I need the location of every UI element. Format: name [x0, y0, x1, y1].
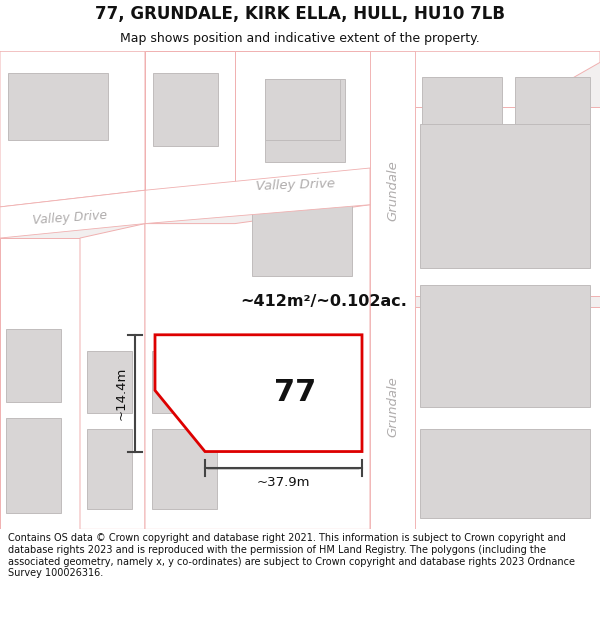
- Bar: [255, 368, 335, 441]
- Polygon shape: [415, 51, 600, 168]
- Polygon shape: [145, 51, 235, 190]
- Text: ~14.4m: ~14.4m: [115, 366, 128, 420]
- Bar: [152, 429, 217, 509]
- Polygon shape: [145, 205, 370, 529]
- Polygon shape: [0, 51, 145, 207]
- Bar: [6, 418, 61, 512]
- Bar: [87, 351, 132, 413]
- Text: Valley Drive: Valley Drive: [32, 209, 108, 227]
- Text: 77: 77: [274, 378, 316, 407]
- Bar: [8, 74, 108, 140]
- Bar: [420, 124, 590, 268]
- Text: Contains OS data © Crown copyright and database right 2021. This information is : Contains OS data © Crown copyright and d…: [8, 533, 575, 578]
- Polygon shape: [415, 107, 600, 296]
- Bar: [87, 429, 132, 509]
- Text: ~37.9m: ~37.9m: [257, 476, 310, 489]
- Bar: [6, 329, 61, 401]
- Polygon shape: [235, 51, 370, 190]
- Bar: [515, 77, 590, 138]
- Bar: [252, 187, 352, 276]
- Text: Map shows position and indicative extent of the property.: Map shows position and indicative extent…: [120, 32, 480, 45]
- Text: Grundale: Grundale: [386, 160, 400, 221]
- Polygon shape: [370, 51, 415, 529]
- Bar: [420, 429, 590, 518]
- Polygon shape: [415, 51, 600, 168]
- Text: Grundale: Grundale: [386, 377, 400, 438]
- Bar: [152, 351, 217, 413]
- Polygon shape: [0, 190, 145, 238]
- Text: Valley Drive: Valley Drive: [255, 177, 335, 192]
- Polygon shape: [415, 307, 600, 529]
- Polygon shape: [80, 224, 145, 529]
- Text: ~412m²/~0.102ac.: ~412m²/~0.102ac.: [240, 294, 407, 309]
- Bar: [265, 79, 340, 140]
- Polygon shape: [0, 238, 80, 529]
- Text: 77, GRUNDALE, KIRK ELLA, HULL, HU10 7LB: 77, GRUNDALE, KIRK ELLA, HULL, HU10 7LB: [95, 6, 505, 23]
- Polygon shape: [155, 335, 362, 451]
- Bar: [420, 285, 590, 407]
- Bar: [265, 79, 345, 162]
- Polygon shape: [145, 168, 370, 224]
- Bar: [153, 74, 218, 146]
- Bar: [422, 77, 502, 138]
- Polygon shape: [145, 224, 235, 529]
